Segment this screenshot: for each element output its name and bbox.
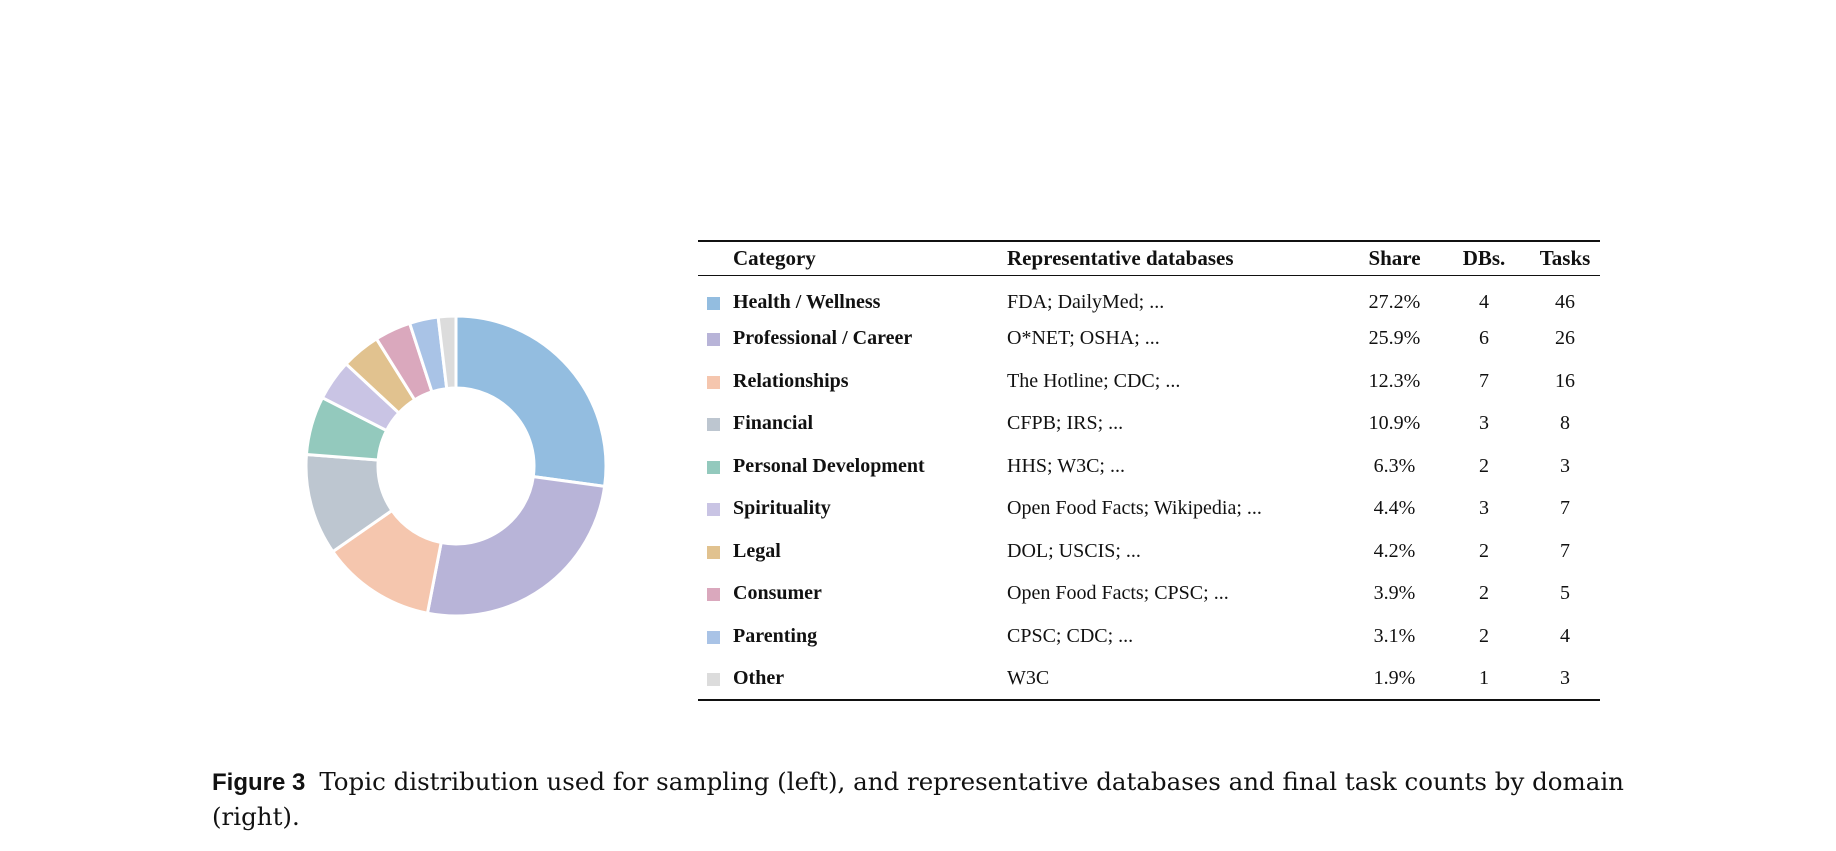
row-share: 10.9% <box>1368 412 1421 435</box>
row-dbs: 3 <box>1479 412 1489 435</box>
row-databases: HHS; W3C; ... <box>1007 454 1125 477</box>
topic-donut-chart <box>304 314 608 618</box>
row-tasks: 46 <box>1555 291 1575 313</box>
row-swatch-cell <box>698 403 733 446</box>
table-row: Personal Development HHS; W3C; ... 6.3% 2 3 <box>698 445 1600 488</box>
row-swatch-cell <box>698 360 733 403</box>
header-category: Category <box>733 240 1007 276</box>
row-tasks: 7 <box>1560 539 1570 562</box>
row-category: Legal <box>733 539 781 562</box>
row-databases: W3C <box>1007 657 1351 701</box>
table-row: Financial CFPB; IRS; ... 10.9% 3 8 <box>698 403 1600 446</box>
row-databases: The Hotline; CDC; ... <box>1007 369 1181 392</box>
table-row: Professional / Career O*NET; OSHA; ... 25.… <box>698 318 1600 361</box>
table-header-row: Category Representative databases Share … <box>698 240 1600 276</box>
table-row: Relationships The Hotline; CDC; ... 12.3% 7… <box>698 360 1600 403</box>
row-category: Financial <box>733 412 814 435</box>
row-swatch-cell <box>698 657 733 701</box>
row-category: Personal Development <box>733 454 925 477</box>
legend-swatch <box>707 672 720 686</box>
row-tasks: 3 <box>1530 657 1600 701</box>
row-category: Other <box>733 657 1007 701</box>
donut-slice-professional-career <box>425 474 607 618</box>
row-share: 3.1% <box>1373 624 1416 647</box>
row-databases: CPSC; CDC; ... <box>1007 624 1134 647</box>
row-databases: FDA; DailyMed; ... <box>1007 291 1165 313</box>
row-dbs: 2 <box>1479 582 1489 605</box>
row-dbs: 2 <box>1479 624 1489 647</box>
row-tasks: 26 <box>1555 327 1575 350</box>
row-swatch-cell <box>698 488 733 531</box>
row-tasks: 3 <box>1560 454 1570 477</box>
row-share: 4.2% <box>1373 539 1416 562</box>
row-dbs: 3 <box>1479 497 1489 520</box>
row-tasks: 8 <box>1560 412 1570 435</box>
table-row: Legal DOL; USCIS; ... 4.2% 2 7 <box>698 530 1600 573</box>
row-category: Relationships <box>733 369 849 392</box>
row-share: 6.3% <box>1373 454 1416 477</box>
legend-swatch <box>707 333 720 347</box>
row-share: 1.9% <box>1351 657 1438 701</box>
row-dbs: 1 <box>1438 657 1530 701</box>
row-swatch-cell <box>698 615 733 658</box>
row-category: Consumer <box>733 582 822 605</box>
legend-swatch <box>707 588 720 602</box>
donut-slice-health-wellness <box>454 314 608 489</box>
row-swatch-cell <box>698 275 733 318</box>
header-share: Share <box>1351 240 1438 276</box>
table-row: Spirituality Open Food Facts; Wikipedia; … <box>698 488 1600 531</box>
row-swatch-cell <box>698 318 733 361</box>
header-dbs: DBs. <box>1438 240 1530 276</box>
row-share: 12.3% <box>1368 369 1421 392</box>
legend-swatch <box>707 545 720 559</box>
figure-caption: Figure 3 Topic distribution used for samp… <box>212 765 1632 834</box>
row-swatch-cell <box>698 573 733 616</box>
row-tasks: 16 <box>1555 369 1575 392</box>
row-tasks: 7 <box>1560 497 1570 520</box>
row-category: Health / Wellness <box>733 291 881 313</box>
row-share: 25.9% <box>1368 327 1421 350</box>
caption-text: Topic distribution used for sampling (le… <box>212 767 1624 831</box>
row-swatch-cell <box>698 445 733 488</box>
row-share: 27.2% <box>1368 291 1421 313</box>
legend-swatch <box>707 460 720 474</box>
table-row: Consumer Open Food Facts; CPSC; ... 3.9% 2 5 <box>698 573 1600 616</box>
legend-swatch <box>707 503 720 517</box>
legend-swatch <box>707 418 720 432</box>
row-category: Professional / Career <box>733 327 913 350</box>
figure-label: Figure 3 <box>212 769 306 796</box>
row-dbs: 2 <box>1479 454 1489 477</box>
header-tasks: Tasks <box>1530 240 1600 276</box>
topic-table: Category Representative databases Share … <box>698 240 1600 701</box>
header-swatch-spacer <box>698 240 733 276</box>
row-dbs: 4 <box>1479 291 1489 313</box>
donut-slice-other <box>436 314 458 391</box>
row-tasks: 4 <box>1560 624 1570 647</box>
row-category: Spirituality <box>733 497 831 520</box>
table-row: Parenting CPSC; CDC; ... 3.1% 2 4 <box>698 615 1600 658</box>
row-share: 4.4% <box>1373 497 1416 520</box>
row-databases: Open Food Facts; Wikipedia; ... <box>1007 497 1262 520</box>
header-databases: Representative databases <box>1007 240 1351 276</box>
row-tasks: 5 <box>1560 582 1570 605</box>
row-databases: O*NET; OSHA; ... <box>1007 327 1160 350</box>
row-databases: DOL; USCIS; ... <box>1007 539 1141 562</box>
row-dbs: 7 <box>1479 369 1489 392</box>
legend-swatch <box>707 375 720 389</box>
legend-swatch <box>707 296 720 310</box>
row-category: Parenting <box>733 624 818 647</box>
table-row: Health / Wellness FDA; DailyMed; ... 27.2%… <box>698 275 1600 318</box>
row-databases: CFPB; IRS; ... <box>1007 412 1124 435</box>
row-dbs: 6 <box>1479 327 1489 350</box>
table-row: Other W3C 1.9% 1 3 <box>698 657 1600 701</box>
row-dbs: 2 <box>1479 539 1489 562</box>
row-share: 3.9% <box>1373 582 1416 605</box>
row-swatch-cell <box>698 530 733 573</box>
legend-swatch <box>707 630 720 644</box>
row-databases: Open Food Facts; CPSC; ... <box>1007 582 1229 605</box>
